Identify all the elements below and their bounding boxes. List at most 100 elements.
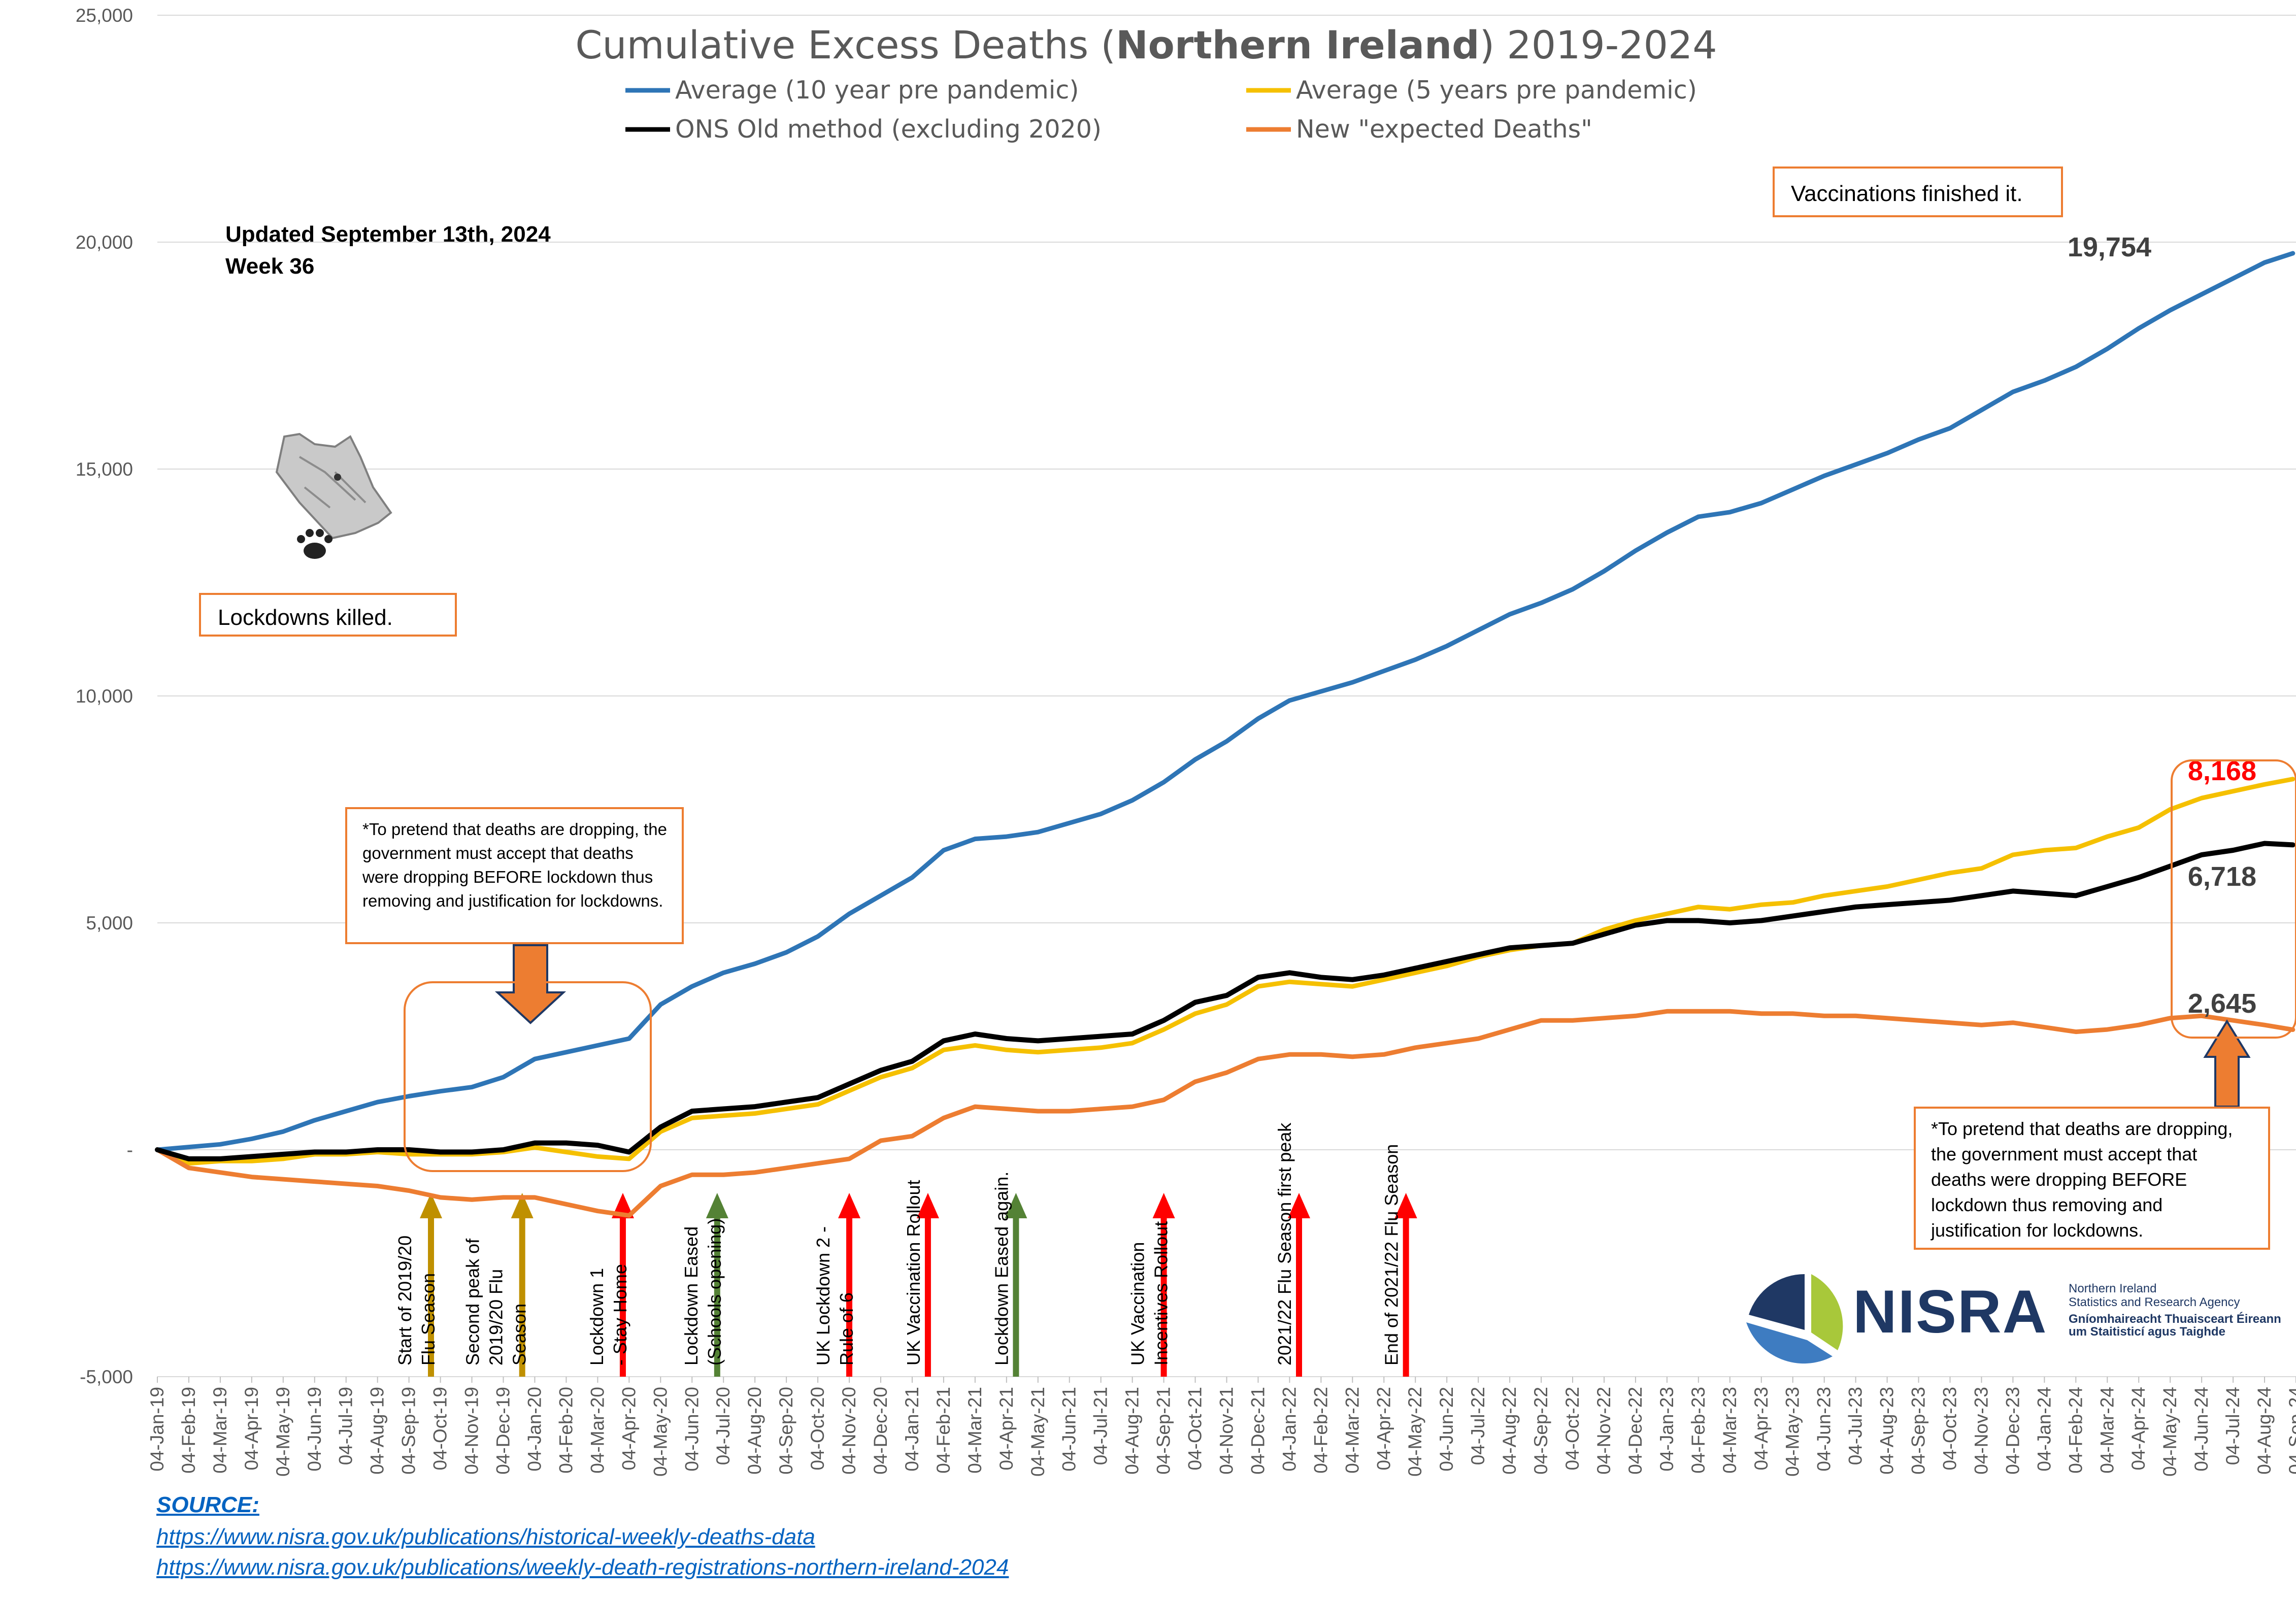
event-label: UK Vaccination Rollout: [903, 1180, 924, 1365]
event-arrow-head: [1152, 1193, 1175, 1218]
x-tick-label: 04-Jun-19: [304, 1387, 325, 1472]
x-tick-label: 04-May-22: [1405, 1387, 1425, 1477]
nisra-logo: NISRA Northern Ireland Statistics and Re…: [1746, 1274, 2281, 1364]
nisra-logo-blue-segment: [1746, 1322, 1833, 1364]
x-tick-label: 04-Oct-21: [1185, 1387, 1206, 1471]
x-tick-label: 04-Feb-20: [555, 1387, 576, 1474]
x-tick-label: 04-Mar-20: [587, 1387, 608, 1474]
x-tick-label: 04-Apr-24: [2128, 1387, 2149, 1471]
nisra-tagline-4: um Staitisticí agus Taighde: [2069, 1325, 2225, 1339]
legend-label-10yr: Average (10 year pre pandemic): [675, 76, 1079, 105]
x-tick-label: 04-Nov-23: [1971, 1387, 1991, 1475]
event-label: Lockdown 1: [586, 1268, 607, 1365]
x-tick-label: 04-Jul-23: [1845, 1387, 1866, 1465]
end-value-label: 2,645: [2188, 988, 2256, 1019]
x-tick-label: 04-Jun-20: [681, 1387, 702, 1472]
lockdowns-killed-text: Lockdowns killed.: [218, 605, 393, 630]
event-annotation: UK Vaccination Incentives Rollout: [1127, 1193, 1175, 1377]
y-tick-label: 5,000: [86, 913, 133, 934]
nisra-logo-navy-segment: [1749, 1274, 1805, 1330]
event-arrow-head: [511, 1193, 534, 1218]
series-line-1: [155, 777, 2295, 1166]
event-annotation: Lockdown 1- Stay Home: [586, 1193, 634, 1377]
callout-up-arrow: [2203, 1019, 2251, 1108]
x-tick-label: 04-Jun-21: [1059, 1387, 1080, 1472]
event-label: Lockdown Eased: [681, 1226, 702, 1365]
callout-down-arrow: [494, 944, 567, 1024]
legend-label-expected: New "expected Deaths": [1296, 115, 1592, 144]
event-annotation: Lockdown Eased (Schools opening): [681, 1193, 728, 1377]
x-tick-label: 04-Jul-19: [336, 1387, 356, 1465]
x-tick-label: 04-Jul-20: [713, 1387, 734, 1465]
event-annotation: Lockdown Eased again.: [991, 1172, 1027, 1377]
y-tick-label: 25,000: [76, 5, 133, 26]
event-annotation: UK Vaccination Rollout: [903, 1180, 939, 1377]
x-tick-label: 04-Jan-24: [2034, 1387, 2054, 1472]
event-label: Rule of 6: [836, 1292, 857, 1365]
series-line-0: [155, 251, 2295, 1152]
event-label: Incentives Rollout: [1151, 1221, 1172, 1365]
x-tick-label: 04-Mar-21: [964, 1387, 985, 1474]
x-tick-label: 04-Oct-20: [807, 1387, 828, 1471]
x-tick-label: 04-Aug-19: [367, 1387, 388, 1475]
end-value-label: 6,718: [2188, 861, 2256, 892]
end-value-label: 19,754: [2068, 232, 2151, 262]
event-arrow-head: [1287, 1193, 1310, 1218]
source-link-2024[interactable]: https://www.nisra.gov.uk/publications/we…: [156, 1555, 1009, 1580]
event-label: 2021/22 Flu Season first peak: [1274, 1122, 1295, 1365]
x-tick-label: 04-Jun-22: [1436, 1387, 1457, 1472]
x-tick-label: 04-Sep-20: [776, 1387, 796, 1475]
event-label: UK Vaccination: [1127, 1242, 1148, 1365]
updated-date: Updated September 13th, 2024: [225, 222, 551, 247]
lockdowns-killed-box: Lockdowns killed.: [199, 593, 457, 637]
vaccinations-box: Vaccinations finished it.: [1773, 166, 2063, 217]
x-tick-label: 04-Jan-20: [524, 1387, 545, 1472]
x-tick-label: 04-Nov-22: [1593, 1387, 1614, 1475]
x-tick-label: 04-Jun-24: [2191, 1387, 2212, 1472]
wolf-logo-icon: [275, 432, 392, 559]
x-tick-label: 04-Jul-24: [2222, 1387, 2243, 1465]
nisra-tagline-3: Gníomhaireacht Thuaisceart Éireann: [2069, 1312, 2281, 1326]
event-label: Second peak of: [462, 1238, 483, 1365]
y-tick-label: 15,000: [76, 459, 133, 480]
nisra-tagline-2: Statistics and Research Agency: [2069, 1295, 2240, 1309]
x-tick-label: 04-Apr-22: [1373, 1387, 1394, 1471]
x-tick-label: 04-Dec-19: [493, 1387, 514, 1475]
x-axis-ticks: 04-Jan-19 04-Feb-19 04-Mar-19 04-Apr-19 04-M…: [147, 1377, 2296, 1477]
source-link-historical[interactable]: https://www.nisra.gov.uk/publications/hi…: [156, 1524, 815, 1549]
event-annotation: End of 2021/22 Flu Season: [1381, 1144, 1417, 1377]
x-tick-label: 04-Jul-22: [1468, 1387, 1488, 1465]
event-annotation: Second peak of 2019/20 Flu Season: [462, 1193, 534, 1377]
x-tick-label: 04-Sep-24: [2285, 1387, 2296, 1475]
legend-label-5yr: Average (5 years pre pandemic): [1296, 76, 1697, 105]
x-tick-label: 04-Sep-22: [1530, 1387, 1551, 1475]
event-arrow-head: [1005, 1193, 1027, 1218]
nisra-logo-green-segment: [1811, 1274, 1843, 1350]
source-label: SOURCE:: [156, 1492, 259, 1517]
x-tick-label: 04-Mar-23: [1719, 1387, 1740, 1474]
event-label: Start of 2019/20: [394, 1236, 415, 1365]
event-annotation: UK Lockdown 2 - Rule of 6: [813, 1193, 861, 1377]
x-tick-label: 04-Oct-22: [1562, 1387, 1583, 1471]
x-tick-label: 04-Apr-21: [996, 1387, 1017, 1471]
event-label: UK Lockdown 2 -: [813, 1226, 834, 1365]
event-arrow-head: [1394, 1193, 1417, 1218]
x-tick-label: 04-Apr-19: [241, 1387, 262, 1471]
x-tick-label: 04-Sep-21: [1153, 1387, 1174, 1475]
x-tick-label: 04-Sep-23: [1908, 1387, 1929, 1475]
x-tick-label: 04-Jan-19: [147, 1387, 168, 1472]
x-tick-label: 04-Aug-20: [744, 1387, 765, 1475]
x-tick-label: 04-Mar-24: [2097, 1387, 2117, 1474]
event-annotation: Start of 2019/20 Flu Season: [394, 1193, 443, 1377]
event-arrow-head: [838, 1193, 861, 1218]
series-lines: [155, 251, 2295, 1218]
x-tick-label: 04-Feb-22: [1310, 1387, 1331, 1474]
nisra-tagline-1: Northern Ireland: [2069, 1282, 2156, 1295]
pretend-note-left-text: *To pretend that deaths are dropping, th…: [362, 820, 667, 910]
legend: Average (10 year pre pandemic) Average (…: [625, 76, 1697, 144]
x-tick-label: 04-Dec-20: [870, 1387, 891, 1475]
event-label: Season: [509, 1304, 530, 1365]
x-tick-label: 04-Aug-24: [2254, 1387, 2275, 1475]
